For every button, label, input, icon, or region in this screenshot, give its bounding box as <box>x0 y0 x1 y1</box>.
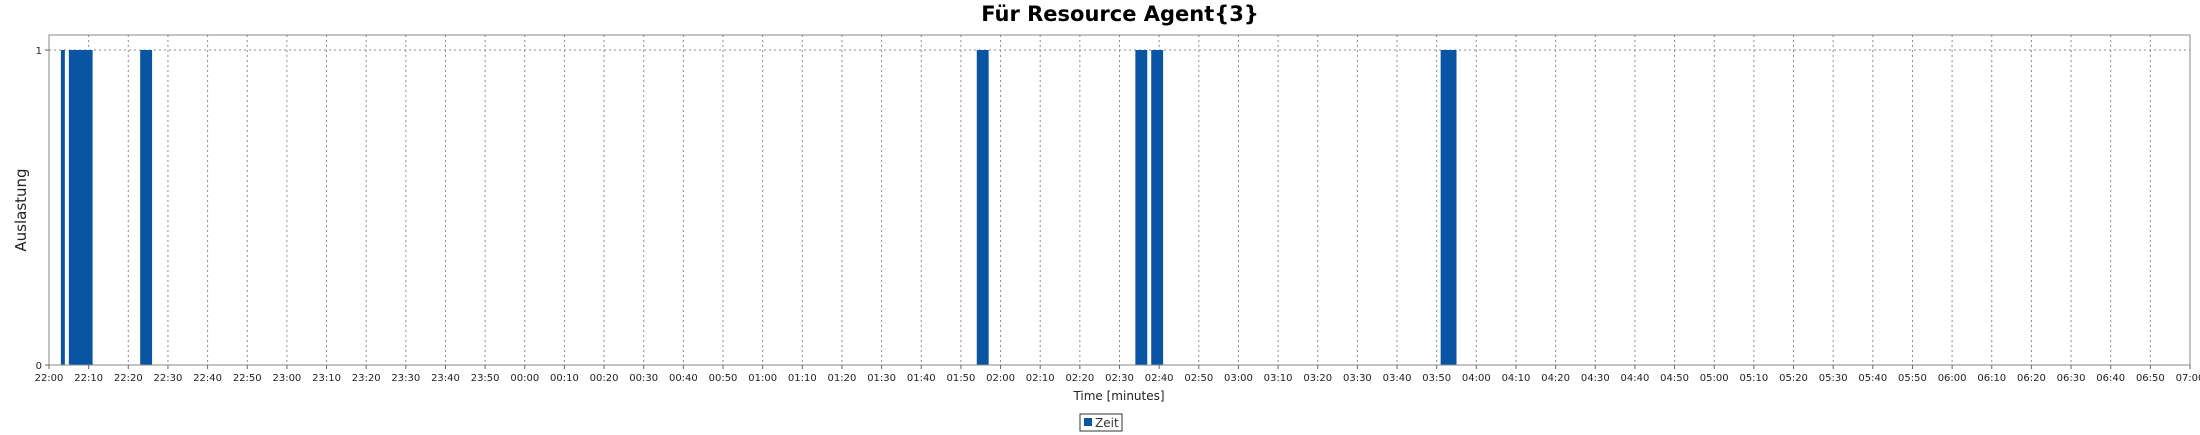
x-tick-label: 23:20 <box>352 373 381 384</box>
legend[interactable]: Zeit <box>1079 413 1123 432</box>
x-tick-label: 01:30 <box>867 373 896 384</box>
x-tick-label: 01:50 <box>946 373 975 384</box>
x-tick-label: 05:30 <box>1819 373 1848 384</box>
x-tick-label: 03:20 <box>1303 373 1332 384</box>
x-axis-ticks: 22:00 22:10 22:20 22:30 22:40 22:50 23:00 23:10… <box>35 365 2200 384</box>
x-tick-label: 04:50 <box>1660 373 1689 384</box>
y-tick-label: 1 <box>36 46 42 57</box>
grid <box>49 35 2190 365</box>
x-tick-label: 22:40 <box>193 373 222 384</box>
x-tick-label: 02:30 <box>1105 373 1134 384</box>
x-tick-label: 23:00 <box>272 373 301 384</box>
x-tick-label: 00:10 <box>550 373 579 384</box>
x-tick-label: 22:50 <box>233 373 262 384</box>
x-tick-label: 23:40 <box>431 373 460 384</box>
x-tick-label: 00:00 <box>510 373 539 384</box>
x-tick-label: 00:30 <box>629 373 658 384</box>
x-tick-label: 00:20 <box>590 373 619 384</box>
x-tick-label: 23:10 <box>312 373 341 384</box>
x-tick-label: 02:00 <box>986 373 1015 384</box>
x-tick-label: 03:40 <box>1383 373 1412 384</box>
bar[interactable] <box>1151 50 1164 365</box>
x-axis-label: Time [minutes] <box>1072 389 1164 403</box>
x-tick-label: 06:00 <box>1938 373 1967 384</box>
x-tick-label: 22:30 <box>154 373 183 384</box>
x-tick-label: 01:00 <box>748 373 777 384</box>
x-tick-label: 03:30 <box>1343 373 1372 384</box>
x-tick-label: 06:40 <box>2096 373 2125 384</box>
x-tick-label: 06:20 <box>2017 373 2046 384</box>
x-tick-label: 00:40 <box>669 373 698 384</box>
x-tick-label: 23:30 <box>391 373 420 384</box>
x-tick-label: 05:00 <box>1700 373 1729 384</box>
bar[interactable] <box>68 50 93 365</box>
x-tick-label: 05:50 <box>1898 373 1927 384</box>
y-axis-ticks: 01 <box>36 46 49 372</box>
x-tick-label: 04:10 <box>1502 373 1531 384</box>
x-tick-label: 04:30 <box>1581 373 1610 384</box>
x-tick-label: 02:40 <box>1145 373 1174 384</box>
x-tick-label: 05:40 <box>1858 373 1887 384</box>
chart-title: Für Resource Agent{3} <box>981 2 1259 26</box>
y-axis-label: Auslastung <box>12 168 30 251</box>
x-tick-label: 04:40 <box>1621 373 1650 384</box>
x-tick-label: 01:20 <box>828 373 857 384</box>
x-tick-label: 01:40 <box>907 373 936 384</box>
bar[interactable] <box>1440 50 1457 365</box>
bar-series-zeit <box>60 50 1457 365</box>
x-tick-label: 04:00 <box>1462 373 1491 384</box>
x-tick-label: 04:20 <box>1541 373 1570 384</box>
x-tick-label: 06:50 <box>2136 373 2165 384</box>
x-tick-label: 03:50 <box>1422 373 1451 384</box>
legend-swatch <box>1084 418 1092 426</box>
x-tick-label: 01:10 <box>788 373 817 384</box>
x-tick-label: 00:50 <box>709 373 738 384</box>
bar[interactable] <box>976 50 989 365</box>
x-tick-label: 06:10 <box>1977 373 2006 384</box>
x-tick-label: 06:30 <box>2057 373 2086 384</box>
x-tick-label: 02:50 <box>1184 373 1213 384</box>
bar[interactable] <box>60 50 65 365</box>
x-tick-label: 02:20 <box>1065 373 1094 384</box>
x-tick-label: 02:10 <box>1026 373 1055 384</box>
x-tick-label: 22:00 <box>35 373 64 384</box>
y-tick-label: 0 <box>36 361 42 372</box>
x-tick-label: 07:00 <box>2176 373 2200 384</box>
x-tick-label: 05:10 <box>1739 373 1768 384</box>
x-tick-label: 05:20 <box>1779 373 1808 384</box>
x-tick-label: 03:00 <box>1224 373 1253 384</box>
legend-entry-zeit: Zeit <box>1095 416 1119 430</box>
bar[interactable] <box>1135 50 1148 365</box>
x-tick-label: 22:20 <box>114 373 143 384</box>
x-tick-label: 23:50 <box>471 373 500 384</box>
x-tick-label: 03:10 <box>1264 373 1293 384</box>
x-tick-label: 22:10 <box>74 373 103 384</box>
bar[interactable] <box>140 50 153 365</box>
